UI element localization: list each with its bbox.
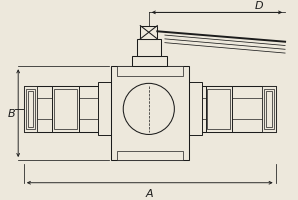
Bar bbox=[117, 151, 183, 160]
Bar bbox=[137, 40, 161, 57]
Text: D: D bbox=[254, 1, 263, 10]
Circle shape bbox=[123, 84, 174, 135]
Bar bbox=[266, 91, 272, 127]
Text: A: A bbox=[146, 188, 153, 198]
Bar bbox=[111, 67, 189, 160]
Bar bbox=[140, 26, 157, 40]
Bar bbox=[24, 87, 37, 132]
Bar bbox=[28, 91, 33, 127]
Bar bbox=[54, 90, 77, 129]
Bar bbox=[262, 87, 276, 132]
Bar bbox=[26, 90, 35, 129]
Bar bbox=[98, 83, 111, 136]
Bar bbox=[206, 87, 232, 132]
Bar bbox=[189, 87, 276, 132]
Bar bbox=[264, 90, 274, 129]
Bar bbox=[52, 87, 79, 132]
Bar bbox=[189, 83, 202, 136]
Bar bbox=[132, 57, 167, 67]
Text: C: C bbox=[153, 104, 161, 114]
Bar bbox=[207, 90, 230, 129]
Bar bbox=[24, 87, 111, 132]
Text: B: B bbox=[8, 109, 15, 119]
Bar bbox=[117, 67, 183, 76]
